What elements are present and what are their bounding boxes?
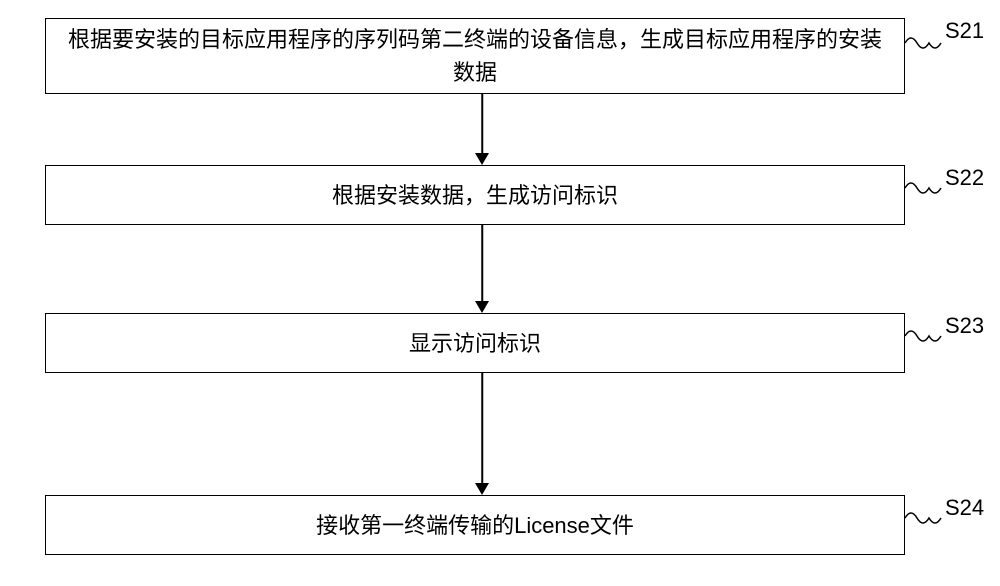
step-text: 根据安装数据，生成访问标识 (332, 179, 618, 212)
step-text: 显示访问标识 (409, 327, 541, 360)
step-box-s23: 显示访问标识 (45, 313, 905, 373)
flowchart-container: 根据要安装的目标应用程序的序列码第二终端的设备信息，生成目标应用程序的安装数据 … (0, 0, 1000, 586)
step-box-s24: 接收第一终端传输的License文件 (45, 495, 905, 555)
step-label-s23: S23 (945, 313, 984, 339)
arrow-3 (475, 373, 489, 495)
step-label-s21: S21 (945, 18, 984, 44)
step-text: 根据要安装的目标应用程序的序列码第二终端的设备信息，生成目标应用程序的安装数据 (66, 23, 884, 89)
step-label-s24: S24 (945, 495, 984, 521)
arrow-1 (475, 94, 489, 165)
squiggle-s24 (905, 510, 945, 530)
squiggle-s23 (905, 328, 945, 348)
squiggle-s22 (905, 180, 945, 200)
arrow-2 (475, 225, 489, 313)
step-box-s22: 根据安装数据，生成访问标识 (45, 165, 905, 225)
step-label-s22: S22 (945, 165, 984, 191)
step-text: 接收第一终端传输的License文件 (316, 509, 634, 542)
step-box-s21: 根据要安装的目标应用程序的序列码第二终端的设备信息，生成目标应用程序的安装数据 (45, 18, 905, 94)
squiggle-s21 (905, 35, 945, 55)
